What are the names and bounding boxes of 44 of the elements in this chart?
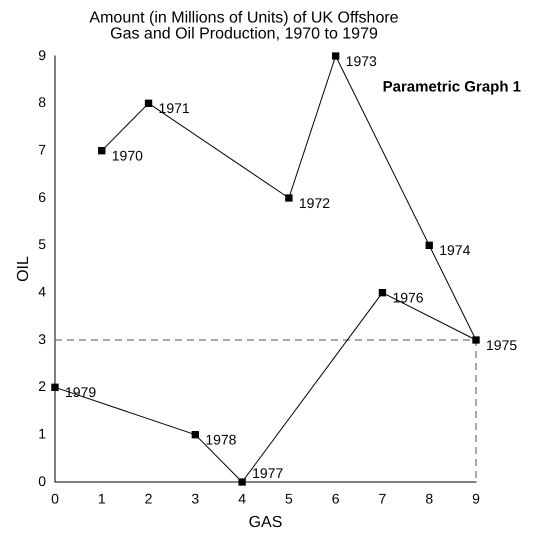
x-tick-label: 3	[191, 490, 200, 506]
point	[426, 242, 433, 250]
annotation: 1971	[158, 100, 190, 116]
annotation: 1979	[64, 384, 96, 400]
point	[285, 194, 293, 202]
x-tick-label: 2	[144, 490, 153, 506]
chart-title: Amount (in Millions of Units) of UK Offshore Gas and Oil Production, 1970 to 1979	[89, 9, 399, 42]
y-tick-label: 6	[38, 188, 46, 205]
y-tick-label: 1	[38, 426, 46, 442]
x-tick-label: 6	[332, 490, 340, 506]
point	[332, 52, 340, 60]
annotation: 1975	[486, 336, 518, 353]
point	[192, 430, 200, 438]
y-tick-label: 3	[38, 330, 46, 347]
annotation: 1978	[205, 432, 237, 448]
y-tick-label: 7	[38, 142, 46, 158]
annotation: 1973	[346, 52, 378, 69]
x-tick-label: 4	[238, 490, 246, 506]
x-tick-label: 5	[284, 490, 293, 506]
y-tick-label: 5	[38, 236, 46, 252]
y-tick-label: 9	[38, 46, 46, 63]
point	[238, 478, 246, 486]
x-tick-label: 9	[472, 490, 480, 506]
point	[472, 336, 480, 344]
point	[51, 384, 59, 392]
x-tick-label: 8	[425, 490, 434, 506]
annotation: 1970	[112, 148, 144, 164]
y-axis-title: OIL	[15, 256, 32, 282]
x-tick-label: 0	[51, 490, 60, 506]
annotation: 1977	[252, 464, 284, 481]
x-tick-label: 1	[98, 490, 106, 506]
x-axis-title: GAS	[248, 514, 282, 531]
y-tick-label: 0	[38, 472, 46, 489]
point	[378, 288, 386, 296]
annotation: Parametric Graph 1	[382, 78, 521, 96]
annotation: 1976	[392, 290, 424, 306]
y-tick-label: 4	[38, 284, 46, 300]
annotation: 1974	[439, 242, 471, 258]
point	[144, 100, 152, 108]
annotation: 1972	[298, 194, 330, 211]
point	[98, 146, 106, 154]
y-tick-label: 2	[38, 378, 46, 394]
x-tick-label: 7	[378, 490, 387, 506]
y-tick-label: 8	[38, 94, 46, 110]
